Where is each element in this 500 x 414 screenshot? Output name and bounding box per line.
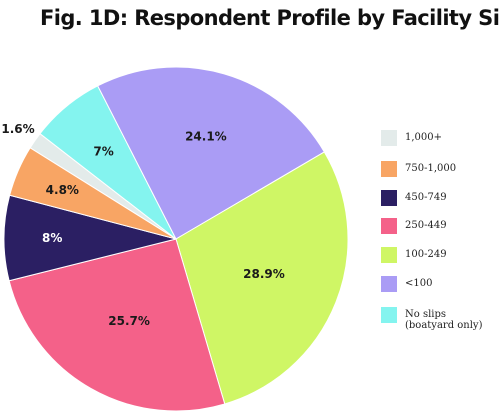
- legend-label-text: No slips: [405, 309, 447, 320]
- legend-swatch: [381, 247, 397, 263]
- pie-label-450-749: 8%: [42, 231, 62, 245]
- pie-label-no-slips-boatyard-only: 7%: [93, 145, 113, 159]
- legend-label-text: 100-249: [405, 249, 447, 260]
- legend-label-text: 250-449: [405, 220, 447, 231]
- pie-label-250-449: 25.7%: [108, 314, 150, 328]
- legend-swatch: [381, 307, 397, 323]
- legend-label-text: 750-1,000: [405, 163, 457, 174]
- chart-title: Fig. 1D: Respondent Profile by Facility …: [40, 6, 500, 30]
- legend-sublabel: (boatyard only): [405, 320, 483, 331]
- legend-swatch: [381, 161, 397, 177]
- pie-labels: 1.6% 7% 24.1% 28.9% 25.7% 8% 4.8%: [1, 122, 284, 328]
- legend-label-text: <100: [405, 278, 433, 289]
- pie-label-750-1-000: 4.8%: [46, 183, 79, 197]
- legend-label-text: 450-749: [405, 192, 447, 203]
- pie-slice-250-449: [8, 238, 226, 412]
- pie-slice-100: [97, 66, 326, 240]
- pie-slice-750-1-000: [9, 147, 177, 240]
- pie-slice-100-249: [175, 151, 349, 405]
- pie-slices: [3, 66, 349, 412]
- legend-label: 450-749: [405, 192, 447, 203]
- legend-label: 250-449: [405, 220, 447, 231]
- legend-label: <100: [405, 278, 432, 289]
- legend-label-text: 1,000+: [405, 132, 443, 143]
- legend-label: No slips (boatyard only): [405, 309, 483, 331]
- pie-label-100-249: 28.9%: [243, 267, 285, 281]
- pie-label-1-000: 1.6%: [1, 122, 34, 136]
- legend-swatch: [381, 130, 397, 146]
- legend-label: 1,000+: [405, 132, 442, 143]
- legend-swatch: [381, 218, 397, 234]
- legend-swatch: [381, 190, 397, 206]
- legend-label: 100-249: [405, 249, 447, 260]
- pie-label-100: 24.1%: [185, 130, 227, 144]
- legend-swatch: [381, 276, 397, 292]
- legend-label: 750-1,000: [405, 163, 456, 174]
